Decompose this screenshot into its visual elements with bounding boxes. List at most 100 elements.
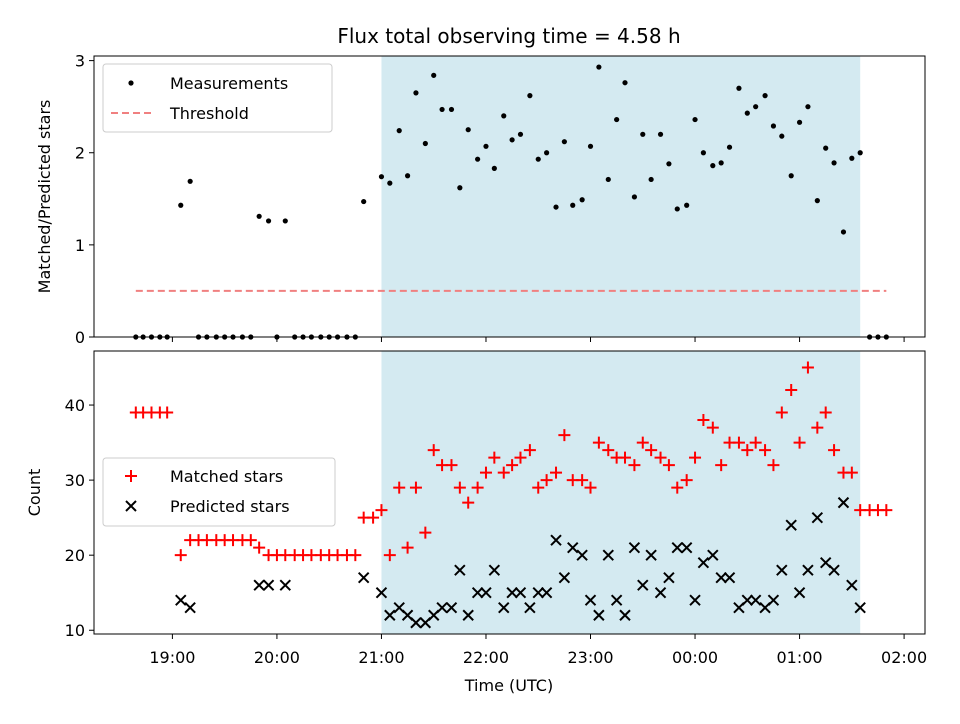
- counts-points: [129, 361, 893, 629]
- matched-stars-point: [819, 406, 832, 419]
- matched-stars-point: [801, 361, 814, 374]
- measurement-point: [404, 173, 411, 179]
- top-panel-ratio: Flux total observing time = 4.58 h 0123 …: [35, 24, 926, 347]
- x-tick-label: 23:00: [567, 648, 613, 667]
- measurement-point: [744, 110, 750, 116]
- matched-stars-point: [689, 451, 702, 464]
- bottom-y-axis-label: Count: [25, 469, 44, 517]
- measurement-point: [413, 90, 419, 96]
- matched-stars-point: [671, 481, 684, 494]
- legend-threshold-label: Threshold: [169, 104, 249, 123]
- matched-stars-point: [540, 474, 553, 487]
- measurement-point: [544, 150, 550, 156]
- x-tick-label: 19:00: [149, 648, 195, 667]
- predicted-stars-point: [663, 571, 675, 584]
- matched-stars-point: [759, 444, 772, 457]
- top-plot-frame: [93, 55, 926, 338]
- measurement-point: [570, 202, 576, 208]
- predicted-stars-point: [175, 594, 187, 606]
- matched-stars-point: [828, 444, 841, 457]
- measurement-point: [535, 156, 541, 162]
- x-axis-label: Time (UTC): [464, 676, 553, 695]
- predicted-stars-point: [410, 617, 422, 629]
- predicted-stars-point: [279, 579, 291, 591]
- predicted-stars-point: [610, 594, 623, 606]
- matched-stars-point: [383, 549, 396, 562]
- matched-stars-point: [462, 496, 475, 509]
- measurement-point: [823, 145, 829, 151]
- matched-stars-point: [793, 436, 806, 449]
- legend-matched-label: Matched stars: [170, 467, 283, 486]
- matched-stars-point: [161, 406, 174, 419]
- predicted-stars-point: [514, 587, 527, 599]
- legend-measurements-marker: [128, 80, 134, 86]
- predicted-stars-point: [262, 579, 275, 591]
- matched-stars-point: [375, 504, 388, 517]
- matched-stars-point: [662, 459, 675, 472]
- measurement-point: [527, 93, 533, 99]
- measurement-point: [700, 150, 707, 156]
- predicted-stars-point: [628, 541, 641, 554]
- predicted-stars-point: [384, 609, 396, 621]
- measurement-point: [422, 140, 428, 147]
- measurement-point: [692, 116, 698, 123]
- measurement-point: [631, 194, 638, 200]
- measurement-point: [726, 144, 733, 150]
- top-y-axis-ticks: 0 1 2 3: [75, 52, 94, 347]
- matched-stars-point: [749, 436, 762, 449]
- matched-stars-point: [409, 481, 422, 494]
- measurement-point: [796, 119, 803, 125]
- matched-stars-point: [453, 481, 466, 494]
- predicted-stars-point: [567, 541, 579, 554]
- predicted-stars-point: [488, 564, 501, 576]
- measurement-point: [753, 104, 759, 110]
- measurements-points: [133, 64, 889, 340]
- matched-stars-point: [471, 481, 484, 494]
- measurement-point: [501, 113, 507, 119]
- measurement-point: [674, 206, 680, 212]
- legend-predicted-label: Predicted stars: [170, 497, 290, 516]
- predicted-stars-point: [184, 602, 196, 614]
- predicted-stars-point: [785, 519, 797, 531]
- matched-stars-point: [732, 436, 745, 449]
- measurement-point: [579, 197, 585, 203]
- predicted-stars-point: [837, 496, 850, 509]
- matched-stars-point: [393, 481, 406, 494]
- predicted-stars-point: [776, 564, 788, 576]
- predicted-stars-point: [637, 579, 649, 591]
- legend-matched-marker: [125, 470, 137, 482]
- x-tick-label: 22:00: [463, 648, 509, 667]
- measurement-point: [396, 128, 402, 134]
- predicted-stars-point: [846, 579, 858, 591]
- bottom-y-tick-label: 20: [65, 546, 85, 565]
- measurement-point: [465, 127, 471, 133]
- measurement-point: [378, 174, 385, 180]
- measurement-point: [491, 165, 497, 171]
- predicted-stars-point: [671, 541, 683, 554]
- predicted-stars-point: [357, 571, 370, 584]
- matched-stars-point: [523, 444, 536, 457]
- top-y-tick-label: 2: [75, 144, 85, 163]
- measurement-point: [805, 104, 811, 110]
- predicted-stars-point: [749, 594, 762, 606]
- predicted-stars-point: [680, 541, 693, 554]
- matched-stars-point: [558, 429, 571, 442]
- matched-stars-point: [253, 541, 266, 554]
- matched-stars-point: [654, 451, 667, 464]
- predicted-stars-point: [723, 571, 736, 584]
- matched-stars-point: [497, 466, 510, 479]
- measurement-point: [779, 133, 785, 139]
- top-legend: Measurements Threshold: [102, 63, 333, 133]
- measurement-point: [814, 198, 820, 204]
- matched-stars-point: [785, 384, 798, 397]
- measurement-point: [849, 155, 855, 161]
- matched-stars-point: [576, 474, 589, 487]
- top-legend-box: [102, 63, 333, 133]
- top-y-axis-label: Matched/Predicted stars: [35, 100, 54, 294]
- bottom-x-axis-ticks: 19:00 20:00 21:00 22:00 23:00 00:00 01:00 02:00: [149, 634, 927, 667]
- measurement-point: [431, 72, 437, 78]
- predicted-stars-point: [767, 594, 780, 606]
- matched-stars-point: [174, 549, 187, 562]
- predicted-stars-point: [689, 594, 701, 606]
- matched-stars-point: [584, 481, 597, 494]
